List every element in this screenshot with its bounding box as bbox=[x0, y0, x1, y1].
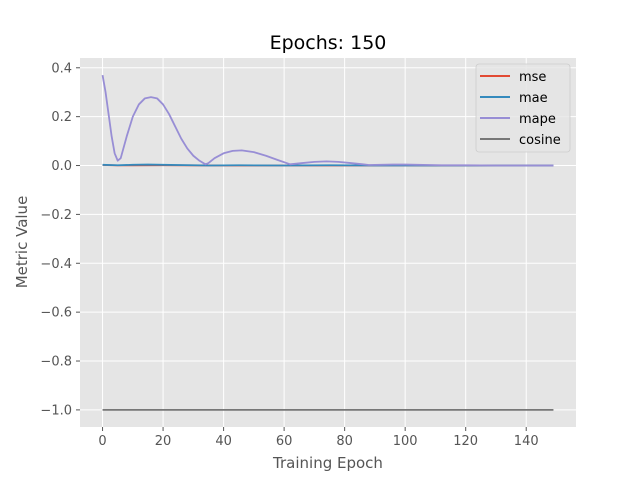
y-tick-label: 0.4 bbox=[51, 61, 72, 76]
series-lines bbox=[101, 74, 554, 411]
x-tick-label: 40 bbox=[215, 434, 232, 449]
x-tick-label: 120 bbox=[453, 434, 478, 449]
x-axis-label: Training Epoch bbox=[272, 454, 383, 472]
x-tick-label: 60 bbox=[276, 434, 293, 449]
legend-label-mape: mape bbox=[519, 112, 556, 127]
chart-title: Epochs: 150 bbox=[270, 32, 387, 54]
series-line-mae bbox=[102, 163, 554, 167]
x-tick-label: 0 bbox=[98, 434, 106, 449]
y-axis-label: Metric Value bbox=[13, 196, 31, 289]
series-line-mape bbox=[101, 74, 554, 167]
y-tick-label: 0.2 bbox=[51, 110, 72, 125]
legend-label-cosine: cosine bbox=[519, 133, 561, 148]
x-ticks: 0 20 40 60 80 100 120 140 bbox=[98, 427, 539, 449]
x-tick-label: 140 bbox=[514, 434, 539, 449]
y-tick-label: −1.0 bbox=[40, 403, 72, 418]
y-tick-label: −0.4 bbox=[40, 257, 72, 272]
legend: mse mae mape cosine bbox=[475, 63, 571, 153]
y-tick-label: −0.8 bbox=[40, 355, 72, 370]
x-tick-label: 20 bbox=[155, 434, 172, 449]
legend-label-mae: mae bbox=[519, 91, 548, 106]
y-ticks: −1.0 −0.8 −0.6 −0.4 −0.2 0.0 0.2 0.4 bbox=[40, 61, 80, 418]
y-tick-label: 0.0 bbox=[51, 159, 72, 174]
y-tick-label: −0.6 bbox=[40, 306, 72, 321]
x-tick-label: 80 bbox=[336, 434, 353, 449]
legend-box bbox=[475, 63, 571, 153]
legend-label-mse: mse bbox=[519, 70, 546, 85]
y-tick-label: −0.2 bbox=[40, 208, 72, 223]
x-tick-label: 100 bbox=[393, 434, 418, 449]
